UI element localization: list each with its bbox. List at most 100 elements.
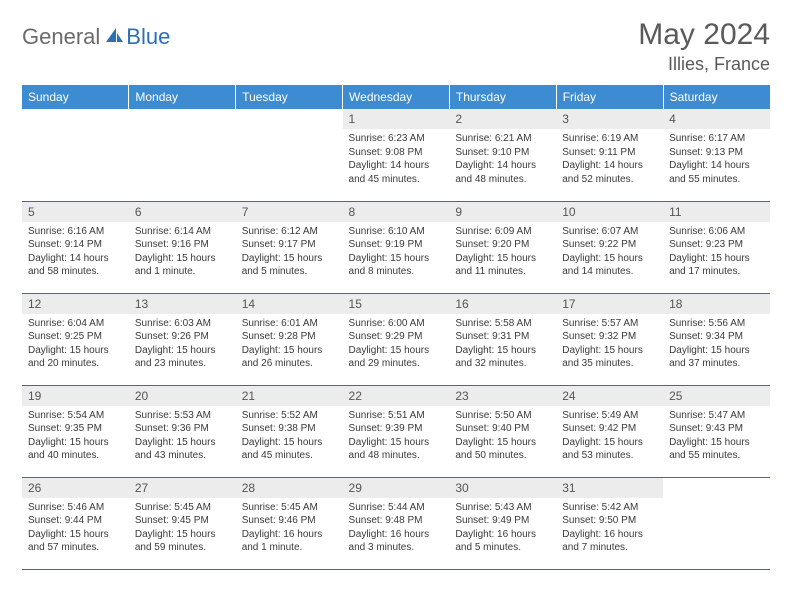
calendar-cell: 25Sunrise: 5:47 AMSunset: 9:43 PMDayligh… (663, 385, 770, 477)
day-line-ss: Sunset: 9:38 PM (242, 422, 337, 436)
day-line-d2: and 55 minutes. (669, 449, 764, 463)
day-line-d2: and 48 minutes. (455, 173, 550, 187)
day-number: 8 (343, 202, 450, 222)
day-line-ss: Sunset: 9:44 PM (28, 514, 123, 528)
calendar-cell (663, 477, 770, 569)
day-line-d1: Daylight: 15 hours (135, 528, 230, 542)
day-line-sr: Sunrise: 5:56 AM (669, 317, 764, 331)
day-line-d1: Daylight: 15 hours (28, 528, 123, 542)
day-line-d2: and 5 minutes. (455, 541, 550, 555)
calendar-cell: 21Sunrise: 5:52 AMSunset: 9:38 PMDayligh… (236, 385, 343, 477)
day-line-ss: Sunset: 9:43 PM (669, 422, 764, 436)
day-line-sr: Sunrise: 5:47 AM (669, 409, 764, 423)
dow-sat: Saturday (663, 85, 770, 109)
day-line-sr: Sunrise: 6:07 AM (562, 225, 657, 239)
day-number: 1 (343, 109, 450, 129)
day-body: Sunrise: 6:23 AMSunset: 9:08 PMDaylight:… (343, 129, 450, 192)
day-body: Sunrise: 5:45 AMSunset: 9:45 PMDaylight:… (129, 498, 236, 561)
day-line-ss: Sunset: 9:40 PM (455, 422, 550, 436)
day-number: 9 (449, 202, 556, 222)
day-number: 20 (129, 386, 236, 406)
calendar-cell: 18Sunrise: 5:56 AMSunset: 9:34 PMDayligh… (663, 293, 770, 385)
day-body: Sunrise: 6:16 AMSunset: 9:14 PMDaylight:… (22, 222, 129, 285)
brand-general: General (22, 24, 100, 50)
day-line-d2: and 53 minutes. (562, 449, 657, 463)
day-line-ss: Sunset: 9:39 PM (349, 422, 444, 436)
day-line-ss: Sunset: 9:23 PM (669, 238, 764, 252)
calendar-cell: 5Sunrise: 6:16 AMSunset: 9:14 PMDaylight… (22, 201, 129, 293)
day-line-d1: Daylight: 14 hours (455, 159, 550, 173)
calendar-cell: 31Sunrise: 5:42 AMSunset: 9:50 PMDayligh… (556, 477, 663, 569)
day-line-d1: Daylight: 15 hours (349, 436, 444, 450)
title-block: May 2024 Illies, France (638, 18, 770, 75)
day-number: 4 (663, 109, 770, 129)
calendar-cell: 16Sunrise: 5:58 AMSunset: 9:31 PMDayligh… (449, 293, 556, 385)
day-line-d1: Daylight: 15 hours (135, 344, 230, 358)
calendar-cell: 20Sunrise: 5:53 AMSunset: 9:36 PMDayligh… (129, 385, 236, 477)
dow-wed: Wednesday (343, 85, 450, 109)
calendar-cell: 22Sunrise: 5:51 AMSunset: 9:39 PMDayligh… (343, 385, 450, 477)
day-number: 30 (449, 478, 556, 498)
dow-sun: Sunday (22, 85, 129, 109)
day-line-d1: Daylight: 15 hours (562, 344, 657, 358)
day-body: Sunrise: 6:01 AMSunset: 9:28 PMDaylight:… (236, 314, 343, 377)
day-line-sr: Sunrise: 6:16 AM (28, 225, 123, 239)
calendar-week: 5Sunrise: 6:16 AMSunset: 9:14 PMDaylight… (22, 201, 770, 293)
day-line-d2: and 57 minutes. (28, 541, 123, 555)
calendar-cell: 1Sunrise: 6:23 AMSunset: 9:08 PMDaylight… (343, 109, 450, 201)
day-line-d1: Daylight: 15 hours (455, 344, 550, 358)
day-line-d1: Daylight: 16 hours (455, 528, 550, 542)
day-line-sr: Sunrise: 6:10 AM (349, 225, 444, 239)
day-line-sr: Sunrise: 6:14 AM (135, 225, 230, 239)
day-number: 3 (556, 109, 663, 129)
brand-logo: General Blue (22, 18, 170, 50)
day-line-d1: Daylight: 15 hours (562, 252, 657, 266)
day-line-ss: Sunset: 9:49 PM (455, 514, 550, 528)
day-line-d2: and 58 minutes. (28, 265, 123, 279)
day-line-ss: Sunset: 9:22 PM (562, 238, 657, 252)
dow-thu: Thursday (449, 85, 556, 109)
day-body: Sunrise: 5:47 AMSunset: 9:43 PMDaylight:… (663, 406, 770, 469)
day-body: Sunrise: 6:21 AMSunset: 9:10 PMDaylight:… (449, 129, 556, 192)
day-body: Sunrise: 6:07 AMSunset: 9:22 PMDaylight:… (556, 222, 663, 285)
day-line-sr: Sunrise: 6:17 AM (669, 132, 764, 146)
day-line-d1: Daylight: 15 hours (669, 252, 764, 266)
day-number: 17 (556, 294, 663, 314)
calendar-cell: 3Sunrise: 6:19 AMSunset: 9:11 PMDaylight… (556, 109, 663, 201)
day-body: Sunrise: 5:42 AMSunset: 9:50 PMDaylight:… (556, 498, 663, 561)
day-line-ss: Sunset: 9:46 PM (242, 514, 337, 528)
day-number: 10 (556, 202, 663, 222)
day-line-d2: and 5 minutes. (242, 265, 337, 279)
day-line-d2: and 50 minutes. (455, 449, 550, 463)
day-line-ss: Sunset: 9:35 PM (28, 422, 123, 436)
day-number: 21 (236, 386, 343, 406)
day-number: 13 (129, 294, 236, 314)
day-line-ss: Sunset: 9:19 PM (349, 238, 444, 252)
calendar-cell: 9Sunrise: 6:09 AMSunset: 9:20 PMDaylight… (449, 201, 556, 293)
day-line-ss: Sunset: 9:36 PM (135, 422, 230, 436)
day-line-d1: Daylight: 16 hours (349, 528, 444, 542)
day-line-ss: Sunset: 9:20 PM (455, 238, 550, 252)
day-line-sr: Sunrise: 6:03 AM (135, 317, 230, 331)
day-line-d2: and 59 minutes. (135, 541, 230, 555)
day-line-ss: Sunset: 9:16 PM (135, 238, 230, 252)
day-body: Sunrise: 5:43 AMSunset: 9:49 PMDaylight:… (449, 498, 556, 561)
day-line-d2: and 1 minute. (135, 265, 230, 279)
day-body: Sunrise: 6:12 AMSunset: 9:17 PMDaylight:… (236, 222, 343, 285)
day-body: Sunrise: 6:09 AMSunset: 9:20 PMDaylight:… (449, 222, 556, 285)
day-line-d2: and 23 minutes. (135, 357, 230, 371)
day-number: 7 (236, 202, 343, 222)
day-line-sr: Sunrise: 5:51 AM (349, 409, 444, 423)
day-body: Sunrise: 5:50 AMSunset: 9:40 PMDaylight:… (449, 406, 556, 469)
day-line-ss: Sunset: 9:08 PM (349, 146, 444, 160)
day-body: Sunrise: 6:03 AMSunset: 9:26 PMDaylight:… (129, 314, 236, 377)
day-body: Sunrise: 6:00 AMSunset: 9:29 PMDaylight:… (343, 314, 450, 377)
day-line-d1: Daylight: 14 hours (349, 159, 444, 173)
day-line-d1: Daylight: 15 hours (135, 252, 230, 266)
day-number: 24 (556, 386, 663, 406)
calendar-cell: 11Sunrise: 6:06 AMSunset: 9:23 PMDayligh… (663, 201, 770, 293)
day-line-sr: Sunrise: 6:12 AM (242, 225, 337, 239)
calendar-cell: 23Sunrise: 5:50 AMSunset: 9:40 PMDayligh… (449, 385, 556, 477)
day-line-sr: Sunrise: 5:54 AM (28, 409, 123, 423)
day-line-sr: Sunrise: 6:01 AM (242, 317, 337, 331)
